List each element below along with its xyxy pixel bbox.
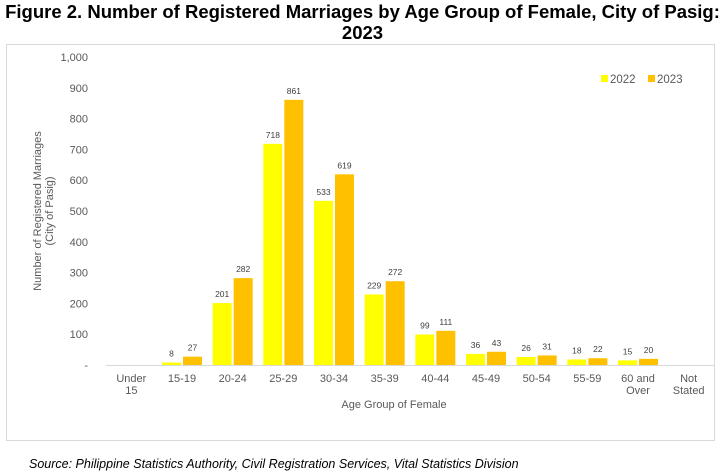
data-label-2022: 18	[572, 345, 582, 355]
y-tick-label: 600	[70, 175, 88, 187]
y-tick-label: 900	[70, 83, 88, 95]
data-label-2022: 15	[623, 346, 633, 356]
y-tick-label: 100	[70, 329, 88, 341]
x-tick-label: 20-24	[219, 373, 247, 385]
y-tick-label: 300	[70, 268, 88, 280]
data-label-2023: 272	[388, 267, 402, 277]
bar-2023	[335, 174, 354, 365]
x-tick-label: 30-34	[320, 373, 348, 385]
data-label-2023: 43	[492, 338, 502, 348]
bar-2023	[588, 358, 608, 365]
x-tick-label: Under 15	[116, 373, 146, 397]
data-label-2023: 20	[644, 345, 654, 355]
data-label-2023: 619	[337, 160, 351, 170]
data-label-2023: 22	[593, 344, 603, 354]
data-label-2023: 282	[236, 264, 250, 274]
data-label-2022: 533	[316, 187, 330, 197]
legend: 2022 2023	[601, 74, 683, 86]
bar-2023	[183, 356, 202, 365]
y-axis-ticks: - 100 200 300 400 500 600 700 800 900 1,000	[60, 52, 88, 372]
data-label-2022: 229	[367, 280, 381, 290]
figure-title-line-2: 2023	[341, 22, 384, 43]
y-tick-label: 400	[70, 237, 88, 249]
x-tick-label: 45-49	[472, 373, 500, 385]
x-tick-label: 25-29	[269, 373, 297, 385]
x-tick-label: 40-44	[421, 373, 449, 385]
bar-2022	[567, 359, 587, 365]
legend-label-2022: 2022	[610, 74, 636, 86]
data-label-2023: 31	[542, 341, 552, 351]
y-tick-label: 700	[70, 144, 88, 156]
x-tick-label: 60 and Over	[621, 373, 655, 397]
bar-2023	[487, 351, 506, 365]
y-tick-label: 1,000	[60, 52, 88, 64]
data-label-2022: 36	[471, 340, 481, 350]
bar-2022	[314, 200, 333, 365]
bar-2023	[385, 281, 405, 365]
x-tick-label: 55-59	[573, 373, 601, 385]
legend-label-2023: 2023	[657, 74, 683, 86]
figure-title: Figure 2. Number of Registered Marriages…	[0, 1, 725, 43]
source-note: Source: Philippine Statistics Authority,…	[29, 457, 519, 471]
chart-frame	[6, 44, 715, 441]
bar-2023	[436, 330, 456, 365]
bar-2023	[537, 355, 557, 365]
bar-2023	[284, 99, 304, 365]
bar-2022	[263, 143, 283, 365]
data-label-2022: 8	[169, 349, 174, 359]
bar-2022	[364, 294, 384, 365]
figure-title-line-1: Figure 2. Number of Registered Marriages…	[5, 1, 720, 22]
data-label-2022: 201	[215, 289, 229, 299]
bar-2023	[233, 278, 253, 365]
bars	[162, 99, 658, 365]
x-axis-title: Age Group of Female	[341, 399, 446, 411]
y-tick-label: 200	[70, 298, 88, 310]
bar-2022	[618, 360, 637, 365]
data-label-2022: 718	[266, 130, 280, 140]
data-label-2023: 861	[287, 86, 301, 96]
bar-2022	[415, 334, 435, 365]
y-tick-label: 800	[70, 114, 88, 126]
x-tick-label: 50-54	[523, 373, 551, 385]
y-tick-label: 500	[70, 206, 88, 218]
bar-2022	[212, 303, 232, 365]
legend-swatch-2022	[601, 75, 608, 82]
y-axis-title: Number of Registered Marriages(City of P…	[32, 131, 56, 291]
data-label-2023: 111	[439, 317, 452, 327]
y-tick-label: -	[84, 360, 88, 372]
data-label-2023: 27	[188, 343, 198, 353]
bar-2022	[516, 356, 536, 365]
bar-2023	[639, 358, 658, 365]
bar-2022	[162, 362, 181, 365]
x-tick-label: Not Stated	[673, 373, 705, 397]
x-tick-label: 15-19	[168, 373, 196, 385]
data-label-2022: 26	[521, 343, 531, 353]
data-labels: 8 201 718 533 229 99 36 26 18 15 27 282 861 619 272 111…	[169, 86, 653, 359]
data-label-2022: 99	[420, 321, 430, 331]
x-tick-label: 35-39	[371, 373, 399, 385]
x-axis-ticks: Under 15 15-19 20-24 25-29 30-34 35-39 40-44 45-…	[116, 373, 704, 397]
bar-2022	[466, 353, 485, 365]
legend-swatch-2023	[648, 75, 655, 82]
